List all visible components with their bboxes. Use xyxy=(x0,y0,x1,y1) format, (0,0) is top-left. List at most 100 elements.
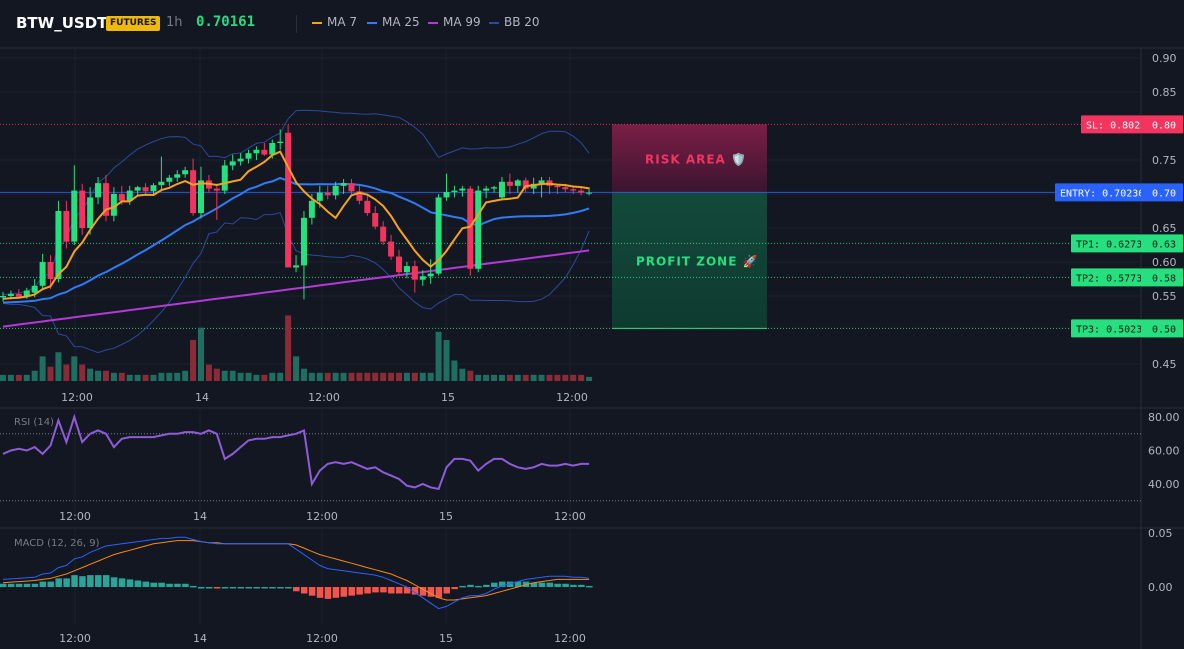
macd-hist-bar xyxy=(285,587,292,589)
y-tick-label: 0.75 xyxy=(1152,154,1177,167)
volume-bar xyxy=(348,372,355,381)
macd-hist-bar xyxy=(142,581,150,587)
legend-bb20[interactable]: BB 20 xyxy=(489,15,540,29)
x-tick-label: 14 xyxy=(195,391,209,404)
volume-bar xyxy=(443,340,450,381)
x-tick-label: 14 xyxy=(193,632,207,645)
candle-body xyxy=(554,185,561,188)
candle-body xyxy=(174,174,181,178)
y-tick-label: 0.45 xyxy=(1152,358,1177,371)
macd-hist-bar xyxy=(483,584,490,587)
macd-hist-bar xyxy=(213,587,221,589)
risk-area-label: RISK AREA 🛡️ xyxy=(645,152,747,166)
volume-bar xyxy=(102,370,109,381)
sl-price-tag-text: SL: 0.80238 xyxy=(1086,120,1152,131)
candle-body xyxy=(158,181,165,186)
legend-ma7[interactable]: MA 7 xyxy=(312,15,357,29)
candle-body xyxy=(324,192,331,196)
timeframe-label[interactable]: 1h xyxy=(166,15,183,30)
volume-bar xyxy=(459,368,466,381)
volume-bar xyxy=(229,370,236,381)
macd-hist-bar xyxy=(126,579,134,587)
volume-bar xyxy=(300,368,307,381)
macd-hist-bar xyxy=(205,587,213,589)
candle-body xyxy=(372,213,379,227)
volume-bar xyxy=(562,374,569,381)
macd-hist-bar xyxy=(87,575,94,587)
macd-hist-bar xyxy=(570,584,577,587)
volume-bar xyxy=(427,372,434,381)
tp3-axis-tag-text: 0.50 xyxy=(1152,324,1176,335)
tp3-price-tag xyxy=(1071,319,1141,338)
macd-hist-bar xyxy=(411,587,419,595)
legend-ma99[interactable]: MA 99 xyxy=(428,15,481,29)
volume-bar xyxy=(0,374,6,381)
candle-body xyxy=(451,190,458,192)
macd-hist-bar xyxy=(514,581,522,587)
candle-body xyxy=(570,189,577,191)
tp1-price-tag xyxy=(1071,234,1141,253)
symbol-name[interactable]: BTW_USDT xyxy=(16,14,108,32)
volume-bar xyxy=(118,372,125,381)
macd-hist-bar xyxy=(364,587,371,594)
candle-body xyxy=(403,266,410,273)
tp3-price-tag-text: TP3: 0.50232 xyxy=(1076,324,1148,335)
macd-hist-bar xyxy=(388,587,395,594)
candle-body xyxy=(63,211,70,242)
candle-body xyxy=(110,194,117,216)
entry-axis-tag xyxy=(1141,183,1183,202)
volume-bar xyxy=(261,374,268,381)
candle-body xyxy=(475,190,482,269)
profit-zone xyxy=(612,192,767,329)
x-tick-label: 12:00 xyxy=(59,510,91,523)
x-tick-label: 12:00 xyxy=(306,632,338,645)
legend-ma7-swatch xyxy=(312,21,322,24)
volume-bar xyxy=(570,374,577,381)
macd-hist-bar xyxy=(380,587,387,593)
legend-ma25[interactable]: MA 25 xyxy=(367,15,420,29)
macd-hist-bar xyxy=(586,585,593,588)
volume-bar xyxy=(277,372,284,381)
macd-hist-bar xyxy=(451,587,458,590)
legend-ma99-swatch xyxy=(428,21,438,24)
ma7-line xyxy=(2,150,590,300)
volume-bar xyxy=(213,368,220,381)
macd-label: MACD (12, 26, 9) xyxy=(14,538,100,549)
sl-axis-tag xyxy=(1141,115,1183,134)
candle-body xyxy=(150,185,157,192)
volume-bar xyxy=(237,372,244,381)
volume-bar xyxy=(506,374,513,381)
macd-hist-bar xyxy=(150,582,157,587)
volume-bar xyxy=(467,370,474,381)
candle-body xyxy=(483,188,490,191)
volume-bar xyxy=(554,374,561,381)
volume-bar xyxy=(15,374,22,381)
volume-bar xyxy=(411,372,418,381)
candle-body xyxy=(300,217,307,266)
tp1-axis-tag-text: 0.63 xyxy=(1152,239,1176,250)
candle-body xyxy=(491,187,498,189)
candle-body xyxy=(419,276,426,280)
candle-body xyxy=(356,191,363,201)
candle-body xyxy=(126,190,133,201)
macd-hist-bar xyxy=(221,587,229,589)
legend-ma25-label: MA 25 xyxy=(382,15,420,29)
candle-body xyxy=(198,180,204,214)
macd-hist-bar xyxy=(110,577,118,587)
candle-body xyxy=(388,241,395,257)
macd-hist-bar xyxy=(427,587,435,597)
volume-bar xyxy=(356,372,363,381)
volume-bar xyxy=(451,360,458,381)
macd-hist-bar xyxy=(47,581,55,587)
candle-body xyxy=(538,180,545,184)
volume-bar xyxy=(380,372,387,381)
ma25-line xyxy=(2,176,590,304)
volume-bar xyxy=(293,356,300,381)
candle-body xyxy=(102,183,109,216)
macd-hist-bar xyxy=(443,587,451,594)
header-divider xyxy=(296,15,297,33)
volume-bar xyxy=(316,372,323,381)
legend-ma7-label: MA 7 xyxy=(327,15,358,29)
candle-body xyxy=(15,293,22,297)
